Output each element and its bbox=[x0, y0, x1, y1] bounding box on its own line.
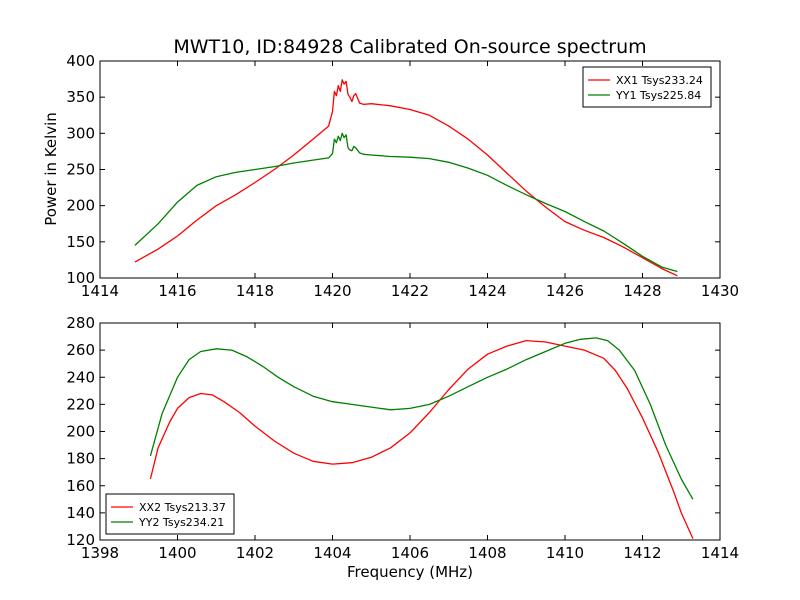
x-tick-label: 1416 bbox=[158, 282, 196, 300]
y-tick-label: 250 bbox=[66, 161, 95, 179]
y-tick-label: 140 bbox=[66, 504, 95, 522]
x-tick-label: 1424 bbox=[468, 282, 506, 300]
y-tick-label: 400 bbox=[66, 52, 95, 70]
legend-label: YY1 Tsys225.84 bbox=[615, 89, 701, 102]
legend: XX1 Tsys233.24 YY1 Tsys225.84 bbox=[582, 66, 712, 108]
x-axis-label: Frequency (MHz) bbox=[347, 563, 473, 581]
y-tick-label: 200 bbox=[66, 423, 95, 441]
y-tick-label: 160 bbox=[66, 477, 95, 495]
legend-box bbox=[582, 66, 712, 108]
y-tick-label: 350 bbox=[66, 88, 95, 106]
y-tick-label: 120 bbox=[66, 531, 95, 549]
y-tick-label: 240 bbox=[66, 368, 95, 386]
x-tick-label: 1428 bbox=[623, 282, 661, 300]
y-tick-label: 200 bbox=[66, 197, 95, 215]
x-tick-label: 1422 bbox=[391, 282, 429, 300]
x-tick-label: 1418 bbox=[236, 282, 274, 300]
legend-label: XX1 Tsys233.24 bbox=[616, 74, 703, 87]
y-tick-label: 150 bbox=[66, 233, 95, 251]
y-tick-label: 220 bbox=[66, 395, 95, 413]
x-tick-label: 1420 bbox=[313, 282, 351, 300]
top-plot-panel: 1414 1416 1418 1420 1422 1424 1426 1428 1430 100 1… bbox=[66, 52, 739, 300]
y-axis-label: Power in Kelvin bbox=[42, 112, 60, 226]
y-tick-label: 280 bbox=[66, 314, 95, 332]
y-tick-label: 180 bbox=[66, 450, 95, 468]
series-line-0-0 bbox=[134, 79, 678, 277]
series-line-1-1 bbox=[149, 337, 694, 500]
legend-label: YY2 Tsys234.21 bbox=[138, 516, 224, 529]
x-tick-label: 1426 bbox=[546, 282, 584, 300]
legend-box bbox=[105, 493, 235, 535]
x-tick-label: 1402 bbox=[236, 544, 274, 562]
y-tick-label: 100 bbox=[66, 269, 95, 287]
x-tick-label: 1406 bbox=[391, 544, 429, 562]
series-line-1-0 bbox=[149, 339, 694, 539]
x-tick-label: 1408 bbox=[468, 544, 506, 562]
x-tick-label: 1410 bbox=[546, 544, 584, 562]
y-tick-label: 260 bbox=[66, 341, 95, 359]
chart-title: MWT10, ID:84928 Calibrated On-source spe… bbox=[173, 36, 646, 58]
bottom-plot-panel: 1398 1400 1402 1404 1406 1408 1410 1412 1414 120 1… bbox=[66, 314, 739, 562]
x-tick-label: 1430 bbox=[701, 282, 739, 300]
series-line-0-1 bbox=[134, 132, 678, 273]
x-tick-label: 1404 bbox=[313, 544, 351, 562]
x-tick-label: 1414 bbox=[701, 544, 739, 562]
x-tick-label: 1398 bbox=[81, 544, 119, 562]
x-tick-label: 1414 bbox=[81, 282, 119, 300]
legend: XX2 Tsys213.37 YY2 Tsys234.21 bbox=[105, 493, 235, 535]
y-tick-label: 300 bbox=[66, 124, 95, 142]
x-tick-label: 1412 bbox=[623, 544, 661, 562]
legend-label: XX2 Tsys213.37 bbox=[139, 501, 226, 514]
x-tick-label: 1400 bbox=[158, 544, 196, 562]
